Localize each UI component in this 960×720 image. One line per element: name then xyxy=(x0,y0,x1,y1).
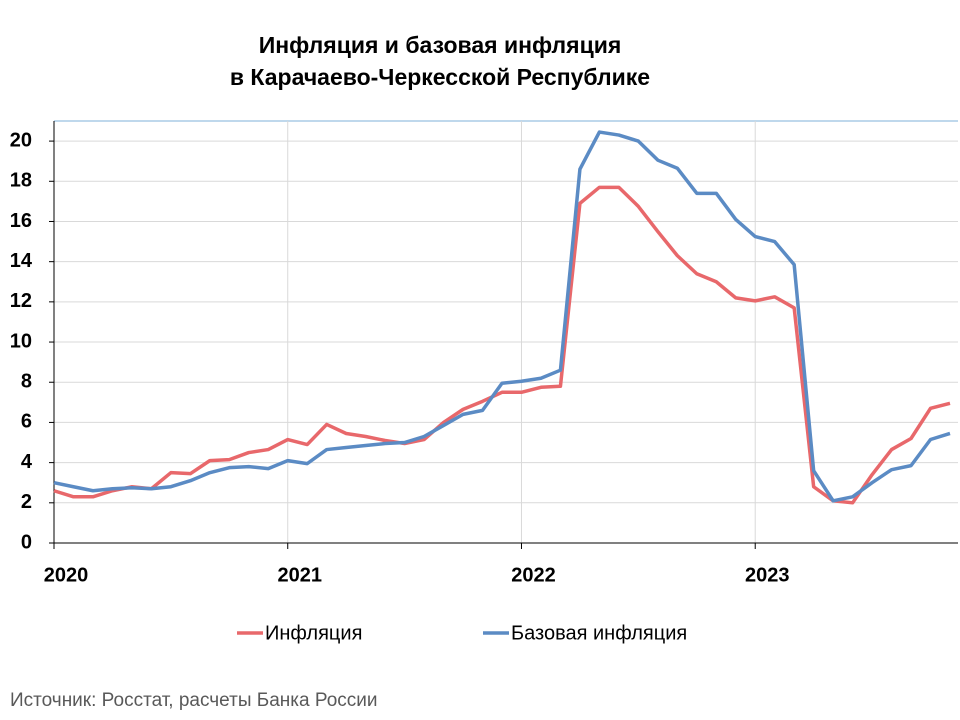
y-tick-label: 10 xyxy=(10,330,32,352)
y-tick-label: 8 xyxy=(21,371,32,393)
legend-label: Инфляция xyxy=(265,622,362,644)
legend-label: Базовая инфляция xyxy=(511,622,687,644)
y-tick-label: 4 xyxy=(21,451,33,473)
y-tick-label: 20 xyxy=(10,129,32,151)
y-tick-label: 16 xyxy=(10,210,32,232)
y-tick-label: 6 xyxy=(21,411,32,433)
x-tick-label: 2023 xyxy=(745,564,790,586)
y-tick-label: 14 xyxy=(10,250,33,272)
line-series xyxy=(53,185,951,505)
y-tick-label: 2 xyxy=(21,491,32,513)
x-tick-label: 2021 xyxy=(277,564,322,586)
x-tick-label: 2020 xyxy=(44,564,89,586)
y-tick-label: 18 xyxy=(10,170,32,192)
line-series xyxy=(53,130,951,503)
y-tick-label: 0 xyxy=(21,531,32,553)
chart-title: в Карачаево-Черкесской Республике xyxy=(230,64,650,90)
y-tick-label: 12 xyxy=(10,290,32,312)
source: Источник: Росстат, расчеты Банка России xyxy=(10,690,378,711)
x-tick-label: 2022 xyxy=(511,564,556,586)
chart-title: Инфляция и базовая инфляция xyxy=(259,32,622,58)
